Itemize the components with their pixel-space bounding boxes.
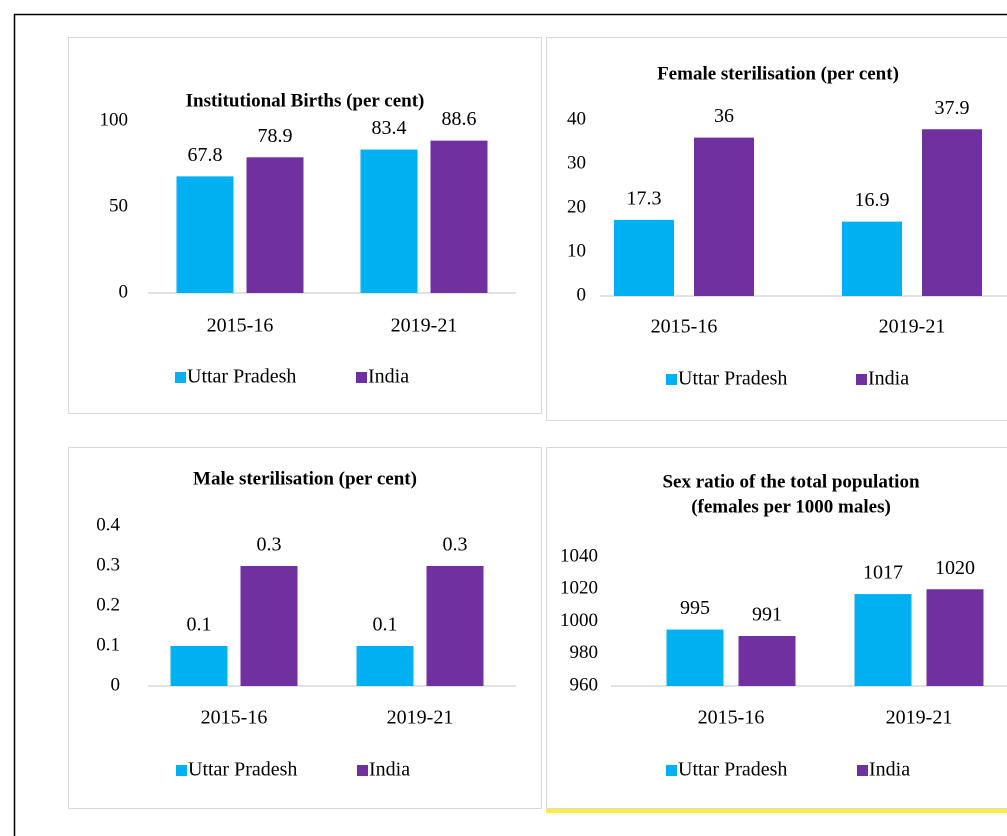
legend-swatch [856,374,867,385]
x-tick-label: 2019-21 [886,707,953,729]
bar [246,157,304,293]
chart-title: (females per 1000 males) [691,496,891,517]
value-label: 88.6 [442,108,477,130]
value-label: 83.4 [372,117,407,139]
bar [666,629,724,686]
bar [176,176,234,293]
y-tick-label: 30 [567,152,586,173]
bar [240,566,298,686]
y-tick-label: 10 [567,240,586,261]
y-tick-label: 1020 [560,578,598,599]
bar [356,646,414,686]
bar [738,636,796,686]
y-tick-label: 0 [119,281,129,302]
value-label: 37.9 [935,97,970,119]
x-tick-label: 2019-21 [879,316,946,338]
value-label: 16.9 [855,189,890,211]
bar [694,137,754,296]
x-tick-label: 2015-16 [651,316,718,338]
y-tick-label: 960 [570,674,599,695]
value-label: 1017 [863,562,903,584]
legend-swatch [175,372,186,383]
bar [922,129,982,296]
legend-swatch [666,765,677,776]
chart-title: Male sterilisation (per cent) [193,468,417,489]
legend-swatch [666,374,677,385]
bar [170,646,228,686]
legend-label: India [368,366,409,388]
legend-label: Uttar Pradesh [187,366,296,388]
value-label: 991 [752,604,782,626]
panel [68,447,542,809]
legend-label: India [869,759,910,781]
legend-swatch [176,765,187,776]
value-label: 995 [680,597,710,619]
y-tick-label: 40 [567,108,586,129]
y-tick-label: 0.2 [96,594,120,615]
panel [546,447,1007,809]
y-tick-label: 1040 [560,545,598,566]
value-label: 78.9 [258,125,293,147]
legend-swatch [357,765,368,776]
y-tick-label: 50 [109,195,128,216]
legend-swatch [356,372,367,383]
x-tick-label: 2019-21 [391,315,458,337]
x-tick-label: 2015-16 [698,707,765,729]
panel [546,37,1007,421]
bar [926,589,984,686]
chart-title: Sex ratio of the total population [662,471,919,492]
chart-title: Institutional Births (per cent) [186,90,425,111]
x-tick-label: 2015-16 [207,315,274,337]
y-tick-label: 0 [111,674,121,695]
value-label: 17.3 [627,187,662,209]
y-tick-label: 0.3 [96,554,120,575]
y-tick-label: 0.1 [96,634,120,655]
x-tick-label: 2019-21 [387,707,454,729]
y-tick-label: 980 [570,642,599,663]
outer-frame [13,13,1007,836]
bar [854,594,912,686]
value-label: 0.3 [443,534,468,556]
chart-title: Female sterilisation (per cent) [657,63,899,84]
bar [426,566,484,686]
value-label: 67.8 [188,144,223,166]
y-tick-label: 100 [100,109,129,130]
legend-label: Uttar Pradesh [188,759,297,781]
legend-swatch [857,765,868,776]
legend-label: India [868,368,909,390]
panel [68,37,542,414]
legend-label: India [369,759,410,781]
value-label: 0.1 [187,614,212,636]
value-label: 0.1 [373,614,398,636]
value-label: 0.3 [257,534,282,556]
value-label: 36 [714,105,734,127]
value-label: 1020 [935,557,975,579]
bar [430,140,488,293]
bar [842,221,902,296]
legend-label: Uttar Pradesh [678,368,787,390]
y-tick-label: 1000 [560,610,598,631]
y-tick-label: 20 [567,196,586,217]
x-tick-label: 2015-16 [201,707,268,729]
legend-label: Uttar Pradesh [678,759,787,781]
bar [614,219,674,296]
bar [360,149,418,293]
y-tick-label: 0.4 [96,514,120,535]
y-tick-label: 0 [577,284,587,305]
